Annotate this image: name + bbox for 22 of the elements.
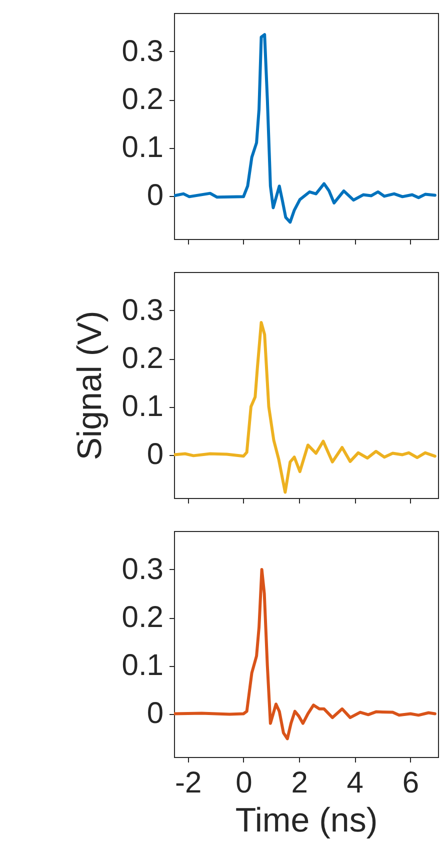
y-tick-label: 0.2 bbox=[122, 342, 164, 376]
y-tick-label: 0 bbox=[146, 697, 164, 730]
y-tick-label: 0.1 bbox=[122, 390, 164, 424]
line-series bbox=[174, 33, 436, 224]
x-tick-label: 6 bbox=[402, 766, 420, 800]
y-tick-label: 0.3 bbox=[122, 34, 164, 68]
y-tick-label: 0.2 bbox=[122, 83, 164, 116]
y-axis-title: Signal (V) bbox=[70, 310, 109, 460]
y-tick-label: 0.3 bbox=[122, 552, 164, 586]
x-tick-label: 0 bbox=[236, 766, 252, 800]
line-series bbox=[174, 568, 436, 740]
y-tick-label: 0.1 bbox=[122, 131, 164, 164]
x-tick-label: 2 bbox=[291, 766, 308, 800]
x-axis-title: Time (ns) bbox=[235, 802, 378, 840]
x-tick-label: 4 bbox=[346, 766, 364, 800]
y-tick-label: 0.1 bbox=[122, 649, 164, 682]
x-tick-label: -2 bbox=[175, 766, 202, 800]
line-series bbox=[174, 320, 436, 494]
y-tick-label: 0.2 bbox=[122, 601, 164, 634]
y-tick-label: 0 bbox=[146, 179, 164, 212]
y-tick-label: 0.3 bbox=[122, 294, 164, 327]
y-tick-label: 0 bbox=[146, 438, 164, 472]
